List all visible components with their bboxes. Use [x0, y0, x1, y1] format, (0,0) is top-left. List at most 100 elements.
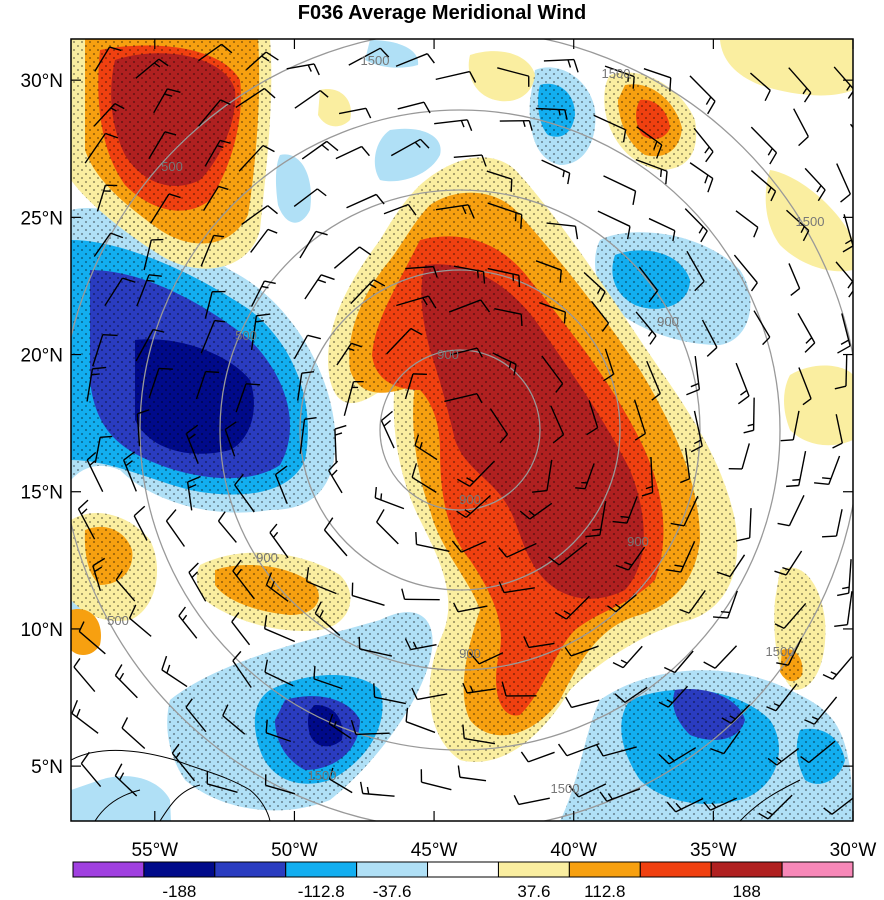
wind-barb: [405, 707, 436, 734]
wind-barb: [814, 455, 841, 486]
colorbar-swatch: [568, 861, 641, 878]
wind-barb: [263, 615, 296, 643]
wind-barb: [250, 228, 278, 253]
wind-barb: [186, 475, 201, 511]
wind-barb: [328, 460, 343, 494]
wind-barb: [128, 604, 152, 637]
wind-barb: [535, 260, 562, 283]
wind-barb: [136, 274, 162, 307]
ring-label: 1500: [602, 66, 631, 81]
wind-barb: [664, 650, 694, 674]
wind-barb: [435, 204, 475, 219]
wind-barb: [469, 651, 504, 665]
wind-barb: [274, 465, 288, 505]
wind-barb: [434, 119, 473, 131]
wind-barb: [689, 75, 716, 115]
wind-barb: [635, 158, 668, 185]
wind-barb: [92, 334, 118, 367]
wind-barb: [313, 665, 343, 690]
wind-barb: [185, 698, 207, 733]
wind-barb: [333, 246, 372, 269]
wind-barb: [96, 184, 118, 212]
wind-barb: [269, 523, 289, 559]
wind-barb: [735, 508, 752, 542]
wind-barb: [380, 410, 395, 449]
wind-barb: [658, 747, 697, 765]
wind-barb: [301, 140, 339, 160]
plot-area: [71, 39, 853, 821]
wind-barb: [753, 310, 771, 346]
wind-barb: [104, 277, 136, 307]
wind-barb: [178, 606, 198, 639]
wind-barb: [235, 87, 276, 109]
wind-barb: [612, 496, 638, 524]
wind-barb: [153, 88, 181, 114]
wind-barb: [92, 557, 106, 592]
wind-barb: [604, 65, 635, 89]
wind-barb: [245, 51, 279, 71]
wind-barb: [411, 687, 448, 701]
wind-barb: [299, 230, 328, 259]
wind-barb: [603, 175, 637, 205]
wind-barb: [586, 400, 599, 436]
wind-barb: [583, 272, 606, 303]
wind-barb: [686, 250, 705, 292]
wind-barb: [666, 797, 704, 813]
wind-barb: [217, 511, 237, 543]
colorbar-swatch: [781, 861, 854, 878]
colorbar-label: -188: [162, 882, 196, 900]
wind-barb: [766, 683, 798, 712]
wind-barb: [338, 107, 372, 119]
colorbar-swatch: [427, 861, 499, 878]
wind-barb: [777, 495, 805, 527]
wind-barb: [359, 781, 395, 797]
wind-barb: [264, 774, 296, 795]
wind-barb: [86, 451, 104, 492]
colorbar-label: -112.8: [298, 882, 345, 900]
wind-barb: [749, 72, 771, 102]
wind-barb: [294, 89, 329, 109]
wind-barb: [837, 313, 851, 354]
wind-barb: [606, 594, 637, 613]
wind-barb: [197, 99, 231, 127]
axis-tick-labels: 55°W 50°W 45°W 40°W 35°W 30°W 30°N 25°N 20°N 15°N…: [21, 71, 877, 861]
range-ring-labels: 1500 1500 1500 1500 1500 1500 500 900 900 900 900 9…: [107, 53, 824, 796]
wind-barb: [575, 463, 595, 490]
colorbar-swatch: [356, 861, 429, 878]
wind-barb: [603, 348, 615, 382]
y-tick-label: 10°N: [21, 620, 63, 641]
wind-barb: [774, 550, 803, 576]
wind-barb: [94, 435, 113, 464]
wind-barb: [222, 704, 246, 735]
wind-barb: [114, 664, 138, 699]
x-tick-label: 55°W: [131, 840, 178, 861]
wind-barb: [497, 67, 530, 87]
colorbar-swatch: [285, 861, 358, 878]
wind-barb: [836, 163, 851, 203]
colorbar-swatch: [214, 861, 287, 878]
wind-barb: [721, 704, 751, 724]
wind-barb: [532, 459, 553, 493]
wind-barb: [376, 509, 399, 545]
wind-barb: [420, 769, 452, 791]
wind-barb: [450, 347, 483, 358]
wind-barb: [767, 747, 800, 766]
wind-barb: [238, 144, 275, 172]
wind-barb: [822, 509, 843, 538]
wind-barb: [405, 265, 438, 278]
colorbar-swatch: [639, 861, 712, 878]
x-tick-label: 50°W: [271, 840, 318, 861]
y-tick-label: 20°N: [21, 346, 63, 367]
wind-barb: [73, 658, 96, 692]
wind-barb: [535, 107, 568, 120]
wind-barb: [646, 360, 661, 401]
wind-barb: [71, 699, 99, 734]
wind-barb: [457, 460, 496, 487]
wind-barb: [823, 797, 853, 815]
wind-barb: [149, 193, 181, 224]
ring-label: 500: [235, 328, 257, 343]
wind-barb: [750, 170, 777, 202]
ring-label: 900: [657, 314, 679, 329]
y-tick-label: 15°N: [21, 483, 63, 504]
wind-barb: [435, 70, 477, 83]
